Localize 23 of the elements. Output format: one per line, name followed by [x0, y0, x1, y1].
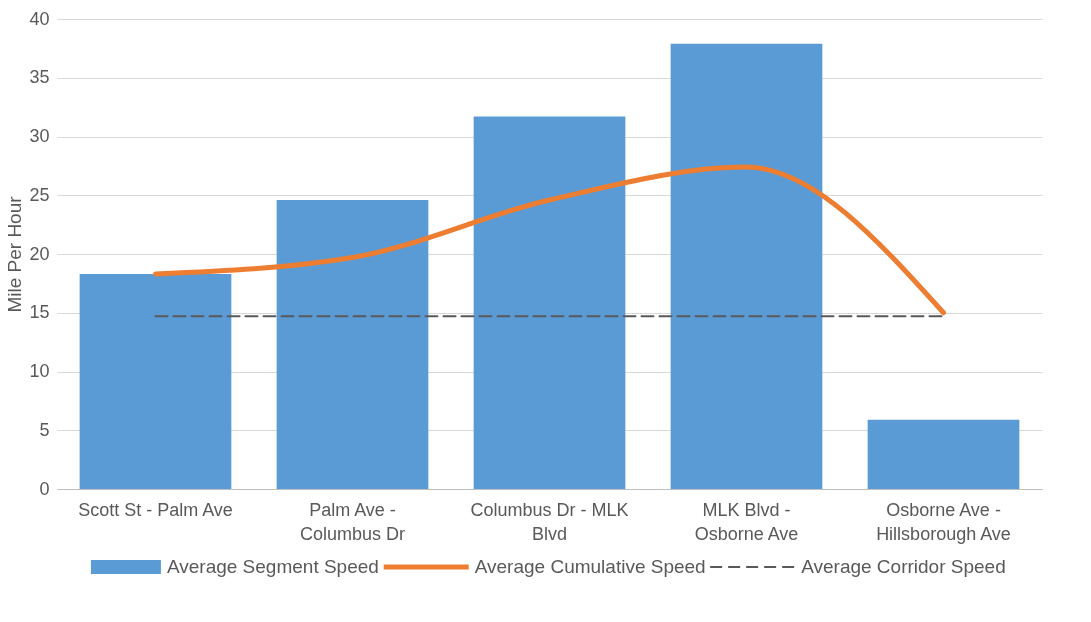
bar [867, 419, 1020, 489]
x-tick-label: Osborne Ave - Hillsborough Ave [876, 499, 1011, 544]
y-tick-label: 35 [29, 67, 50, 88]
legend-label: Average Cumulative Speed [474, 556, 706, 577]
y-tick-label: 40 [29, 8, 50, 29]
y-tick-label: 20 [29, 243, 50, 264]
legend-label: Average Corridor Speed [801, 556, 1006, 577]
bar [79, 273, 232, 489]
y-tick-label: 15 [29, 302, 50, 323]
x-tick-label: Scott St - Palm Ave [78, 499, 233, 520]
x-tick-label: Columbus Dr - MLK Blvd [470, 499, 629, 544]
bar [276, 199, 429, 489]
y-tick-label: 0 [39, 478, 50, 499]
bar [670, 43, 823, 489]
legend-label: Average Segment Speed [166, 556, 379, 577]
y-tick-label: 30 [29, 126, 50, 146]
x-tick-label: Palm Ave - Columbus Dr [299, 499, 406, 544]
y-tick-label: 5 [39, 419, 50, 440]
x-tick-label: MLK Blvd - Osborne Ave [694, 499, 799, 544]
y-axis-title: Mile Per Hour [4, 195, 26, 313]
y-tick-label: 25 [29, 184, 50, 205]
bar [473, 116, 626, 489]
y-tick-label: 10 [29, 361, 50, 381]
